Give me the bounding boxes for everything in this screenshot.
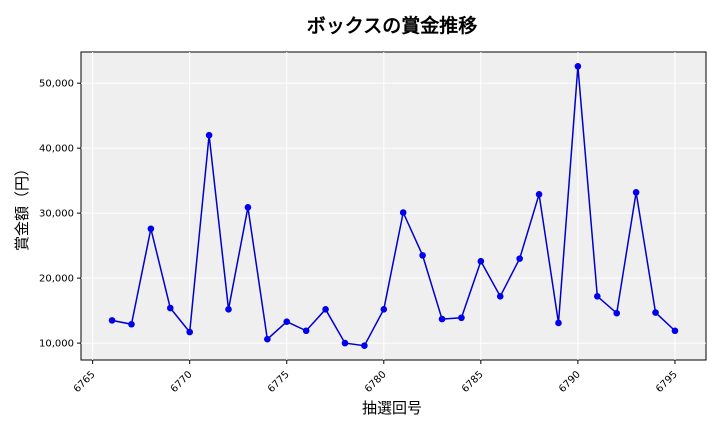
x-tick-label: 6770	[169, 369, 195, 395]
data-point	[225, 306, 232, 313]
data-point	[108, 317, 116, 324]
data-point	[535, 191, 543, 198]
grid-lines	[81, 52, 706, 360]
data-point	[652, 309, 659, 316]
x-tick-label: 6785	[460, 369, 486, 395]
x-axis-label: 抽選回号	[362, 399, 422, 417]
data-point	[166, 304, 174, 312]
data-point	[128, 320, 135, 328]
data-point	[283, 318, 291, 325]
data-point	[264, 335, 271, 343]
data-point	[341, 339, 349, 347]
data-point	[555, 319, 562, 327]
data-point	[147, 225, 155, 233]
data-point	[380, 306, 388, 313]
y-tick-label: 30,000	[39, 209, 74, 220]
data-point	[438, 315, 446, 323]
data-point	[205, 131, 213, 139]
data-point	[302, 327, 310, 335]
data-point	[594, 293, 601, 300]
y-tick-label: 20,000	[39, 274, 74, 285]
x-tick-label: 6765	[72, 369, 98, 395]
data-point	[186, 328, 193, 336]
y-tick-label: 50,000	[39, 79, 74, 90]
data-point	[496, 293, 504, 300]
series-line	[111, 66, 676, 347]
chart-title: ボックスの賞金推移	[307, 14, 477, 37]
x-axis-ticks: 6765 6770 6775 6780 6785 6790 6795	[72, 360, 680, 395]
data-point	[322, 306, 329, 313]
y-tick-label: 10,000	[39, 339, 74, 350]
data-point	[458, 314, 465, 322]
data-point	[244, 203, 252, 211]
data-point	[477, 257, 485, 265]
data-point	[516, 255, 523, 262]
x-tick-label: 6780	[363, 369, 389, 395]
data-point	[613, 309, 621, 317]
data-point	[574, 62, 582, 70]
x-tick-label: 6775	[266, 369, 292, 395]
x-tick-label: 6790	[557, 369, 583, 395]
plot-area	[80, 51, 707, 361]
y-axis-label: 賞金額（円）	[13, 161, 31, 251]
data-series	[108, 62, 679, 350]
data-point	[361, 342, 368, 350]
data-point	[419, 252, 426, 259]
data-point	[399, 209, 407, 216]
x-tick-label: 6795	[654, 369, 680, 395]
y-axis-ticks: 10,000 20,000 30,000 40,000 50,000	[39, 79, 81, 350]
data-point	[671, 327, 679, 335]
data-point	[632, 189, 640, 196]
y-tick-label: 40,000	[39, 144, 74, 155]
